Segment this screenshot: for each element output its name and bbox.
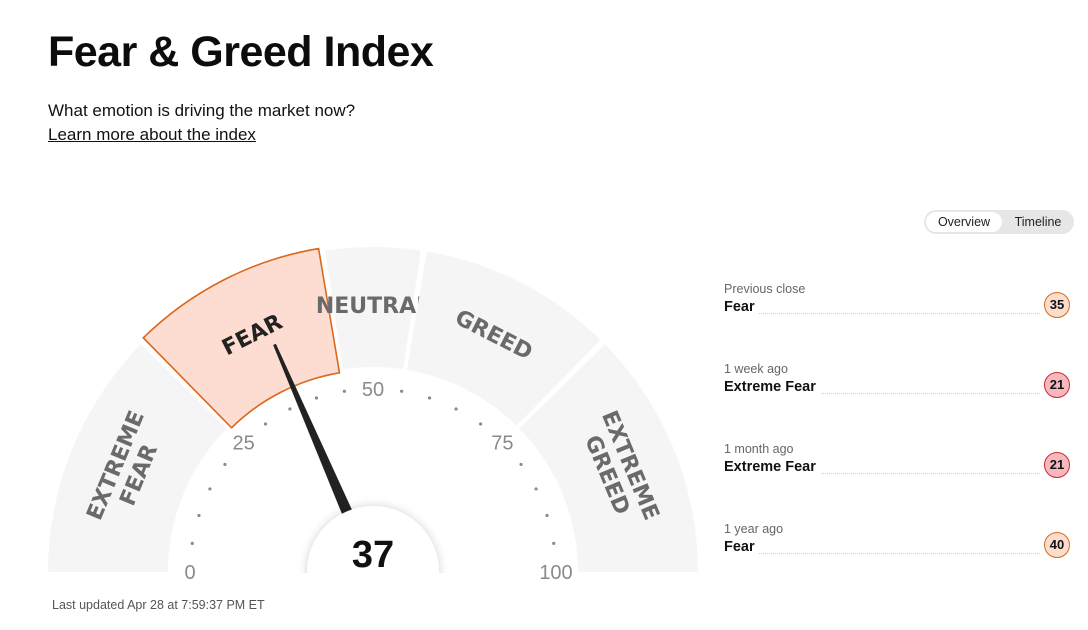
history-value-badge: 21 — [1044, 452, 1070, 478]
timeline-tab[interactable]: Timeline — [1014, 215, 1062, 229]
history-row: 1 year ago Fear 40 — [724, 522, 1070, 562]
dotted-leader — [724, 313, 1040, 314]
history-period: Previous close — [724, 282, 806, 296]
history-row: 1 week ago Extreme Fear 21 — [724, 362, 1070, 402]
gauge-tick-label-0: 0 — [184, 562, 195, 584]
last-updated-text: Last updated Apr 28 at 7:59:37 PM ET — [52, 598, 265, 612]
history-row: 1 month ago Extreme Fear 21 — [724, 442, 1070, 482]
history-rating: Fear — [724, 539, 759, 555]
gauge-tick-dot — [427, 396, 432, 400]
history-period: 1 month ago — [724, 442, 794, 456]
view-toggle: Overview Timeline — [924, 210, 1074, 234]
history-value-badge: 21 — [1044, 372, 1070, 398]
gauge-segment-greed — [407, 251, 601, 426]
history-period: 1 week ago — [724, 362, 788, 376]
dotted-leader — [724, 553, 1040, 554]
overview-tab[interactable]: Overview — [926, 212, 1002, 232]
page-title: Fear & Greed Index — [48, 28, 434, 76]
gauge-tick-dot — [288, 407, 292, 411]
gauge-tick-label-100: 100 — [539, 562, 572, 584]
history-rating: Extreme Fear — [724, 379, 820, 395]
gauge-segment-neutral — [325, 247, 421, 370]
gauge-tick-dot — [208, 487, 212, 491]
history-rating: Extreme Fear — [724, 459, 820, 475]
page-subtitle: What emotion is driving the market now? — [48, 101, 356, 120]
gauge-tick-dot — [314, 396, 319, 400]
dotted-leader — [724, 473, 1040, 474]
learn-more-link[interactable]: Learn more about the index — [48, 125, 256, 144]
gauge-tick-dot — [263, 422, 268, 426]
gauge-tick-dot — [545, 513, 549, 518]
gauge-segment-extreme-greed — [519, 344, 698, 572]
gauge-tick-dot — [223, 462, 227, 467]
gauge-hub — [307, 506, 439, 594]
gauge-tick-dot — [197, 513, 201, 518]
dotted-leader — [724, 393, 1040, 394]
gauge-tick-dot — [478, 422, 483, 426]
gauge-tick-label-75: 75 — [491, 433, 513, 455]
gauge-value: 37 — [352, 534, 394, 576]
history-rating: Fear — [724, 299, 759, 315]
gauge-tick-label-50: 50 — [362, 379, 384, 401]
gauge-tick-dot — [519, 462, 523, 467]
history-period: 1 year ago — [724, 522, 784, 536]
gauge-tick-dot — [552, 541, 556, 545]
gauge-tick-label-25: 25 — [232, 433, 254, 455]
gauge-segment-extreme-fear — [48, 344, 227, 572]
gauge-tick-dot — [342, 389, 346, 393]
gauge-tick-dot — [400, 389, 404, 393]
gauge-tick-dot — [534, 487, 538, 491]
history-value-badge: 40 — [1044, 532, 1070, 558]
gauge-needle — [273, 343, 364, 540]
history-row: Previous close Fear 35 — [724, 282, 1070, 322]
history-value-badge: 35 — [1044, 292, 1070, 318]
gauge-label-neutral: NEUTRAL — [316, 294, 430, 319]
gauge-tick-dot — [190, 541, 194, 545]
gauge-tick-dot — [454, 407, 458, 411]
